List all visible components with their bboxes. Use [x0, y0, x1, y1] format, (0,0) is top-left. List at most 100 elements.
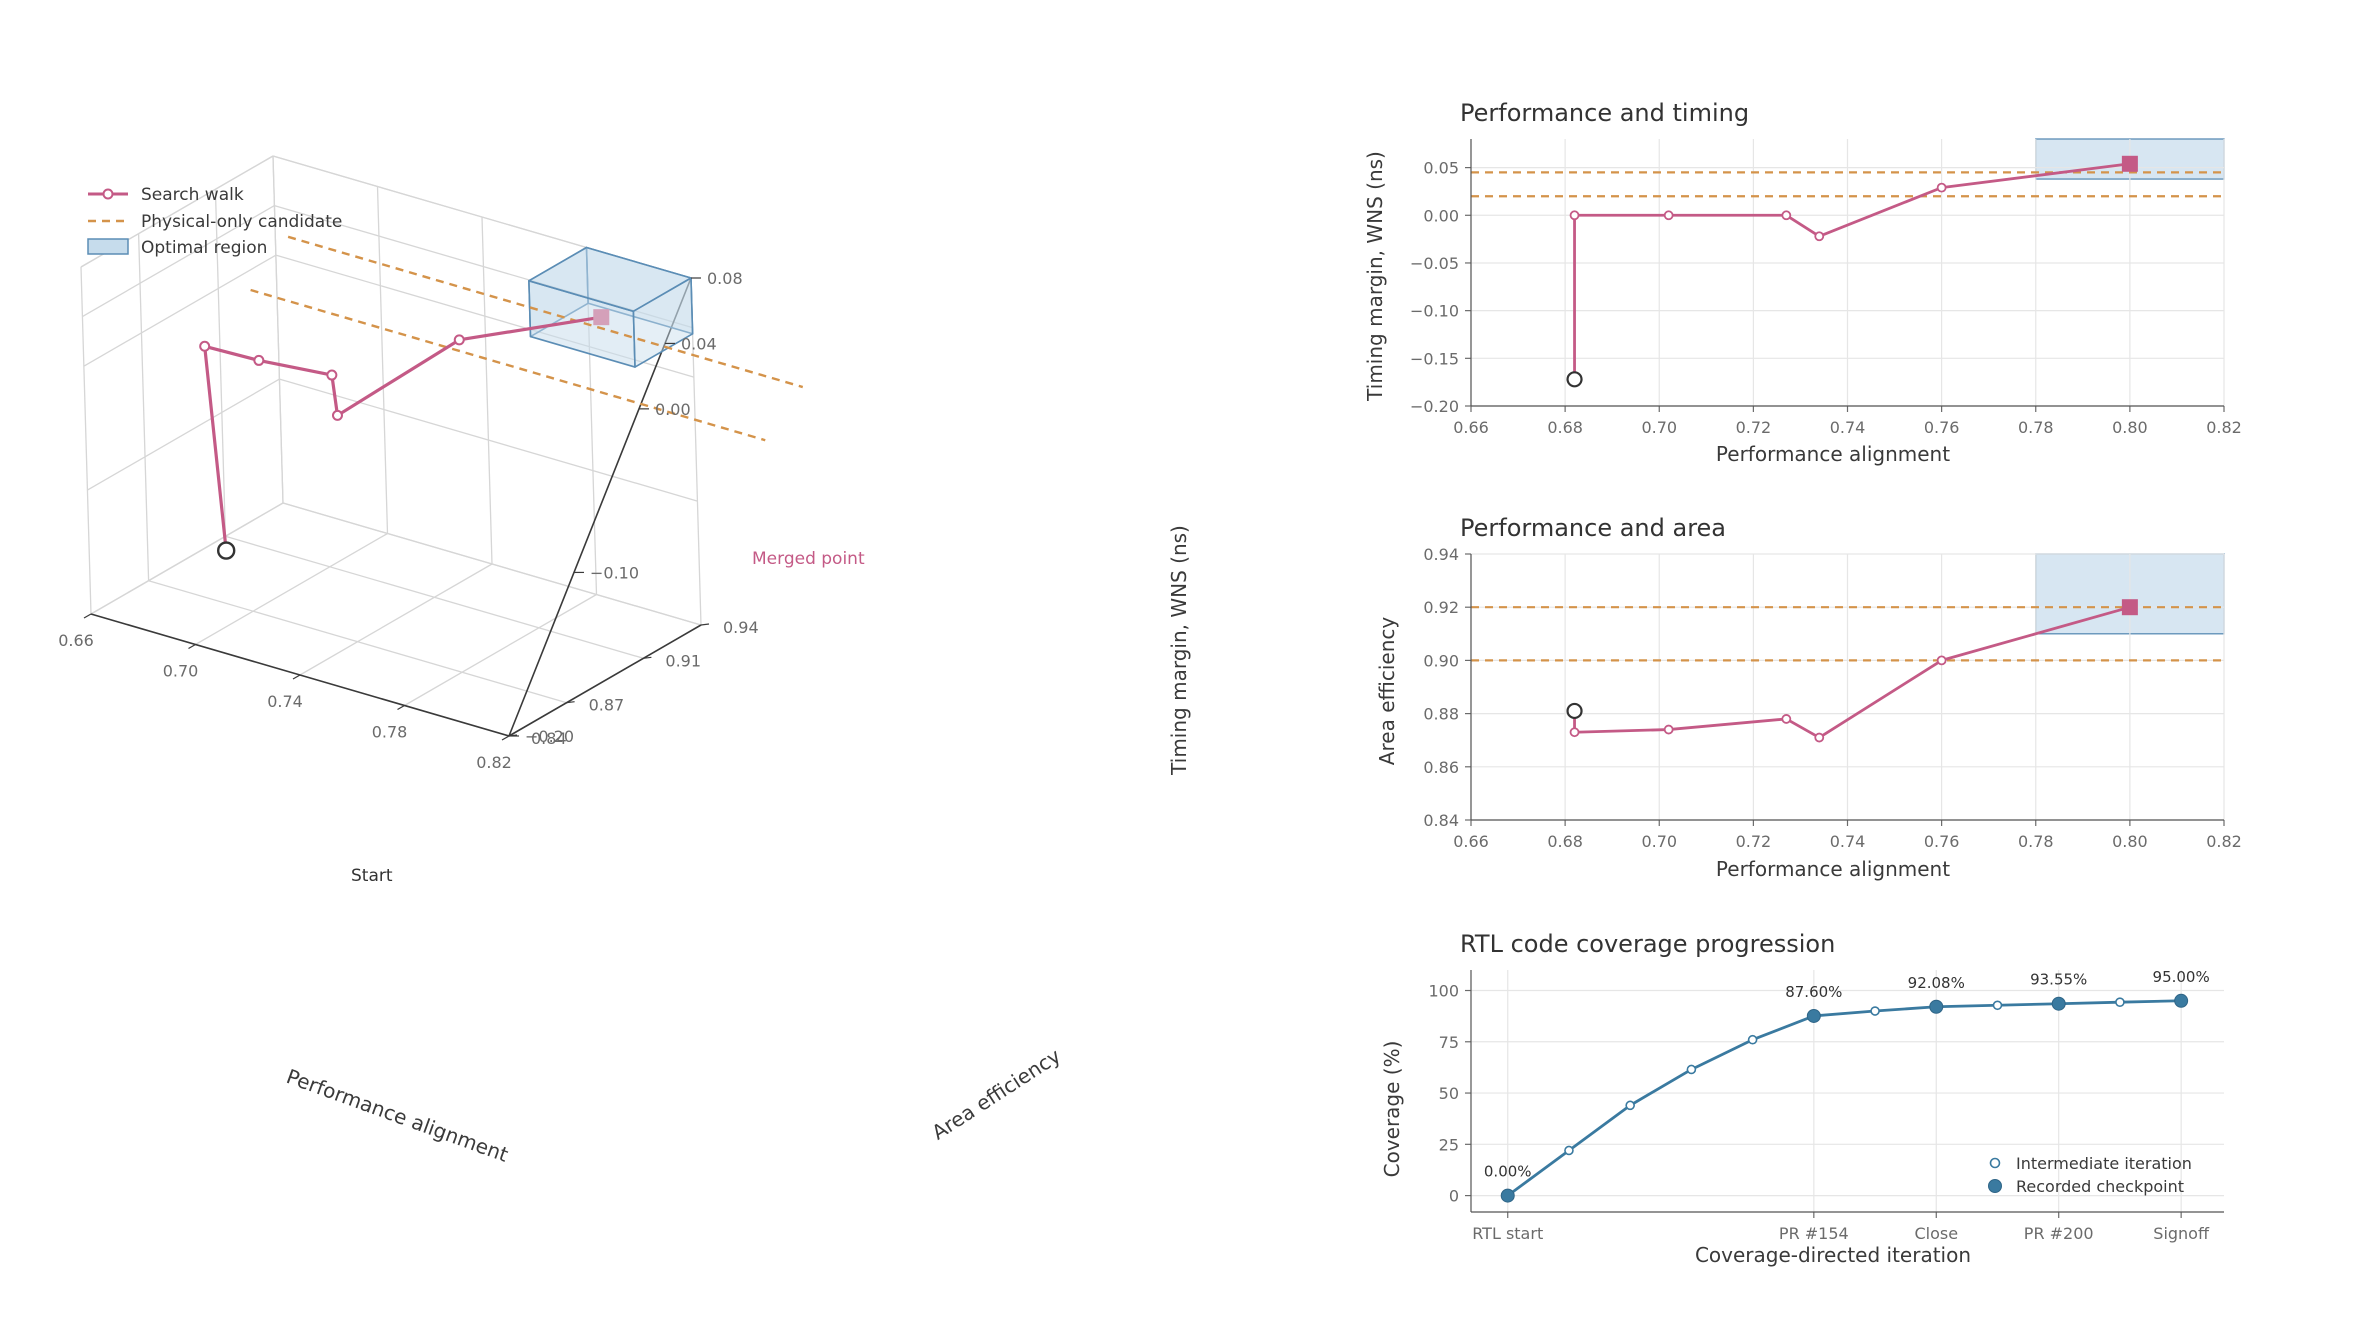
checkpoint-label: 0.00% — [1484, 1163, 1532, 1181]
grid-back-x — [690, 277, 702, 626]
walk-point — [326, 369, 338, 381]
x-tick-mark — [501, 735, 510, 741]
panel-c-axes: RTL start PR #154 Close PR #200 Signoff 100 75… — [1428, 970, 2224, 1243]
legend-label-search-walk: Search walk — [141, 185, 244, 205]
intermediate-marker — [1747, 1034, 1758, 1045]
walk-point — [1936, 655, 1947, 666]
y-tick-label: 100 — [1428, 982, 1459, 1001]
x-tick-label: PR #154 — [1779, 1224, 1849, 1243]
x-tick-label: 0.74 — [1830, 418, 1866, 437]
intermediate-marker — [1870, 1006, 1880, 1016]
z-tick-label: 0.04 — [681, 334, 717, 353]
panel-a-series — [1566, 155, 2138, 388]
grid-floor-y — [225, 535, 644, 659]
panel-3d-ylabel: Area efficiency — [927, 1044, 1065, 1145]
merged-point-annotation: Merged point — [752, 549, 865, 569]
y-tick-mark — [700, 623, 710, 626]
grid-side-z — [87, 378, 280, 491]
panel-b-series — [1566, 599, 2138, 743]
walk-point — [331, 409, 343, 421]
intermediate-marker — [1992, 1000, 2003, 1011]
y-tick-label: 0.87 — [589, 696, 625, 715]
checkpoint-marker — [2051, 996, 2066, 1011]
y-tick-label: −0.10 — [1410, 302, 1459, 321]
x-tick-mark — [292, 674, 301, 680]
y-tick-label: 50 — [1439, 1084, 1459, 1103]
grid-floor-x — [404, 593, 597, 707]
walk-point — [453, 334, 465, 346]
y-tick-label: −0.15 — [1410, 349, 1459, 368]
physical-candidate-line — [287, 235, 804, 389]
panel-performance-timing: Performance and timing 0.66 0.68 0.70 0.72 0… — [1363, 99, 2242, 466]
x-tick-label: 0.80 — [2112, 832, 2148, 851]
z-tick-label: −0.20 — [525, 727, 574, 746]
panel-c-grid — [1471, 970, 2224, 1212]
x-tick-label: 0.66 — [58, 631, 94, 650]
walk-point — [1781, 210, 1792, 221]
grid-back-x — [481, 216, 493, 565]
legend-item-physical: Physical-only candidate — [88, 212, 342, 232]
x-tick-label: 0.82 — [2206, 418, 2242, 437]
intermediate-marker — [1564, 1145, 1574, 1156]
legend-label-optimal: Optimal region — [141, 238, 267, 258]
y-tick-label: 0.91 — [665, 651, 701, 670]
grid-back-x — [376, 186, 389, 534]
y-axis-line — [508, 624, 702, 737]
checkpoint-marker — [2174, 993, 2189, 1008]
panel-b-ylabel: Area efficiency — [1375, 617, 1399, 766]
checkpoint-label: 95.00% — [2153, 968, 2210, 986]
y-tick-label: −0.20 — [1410, 397, 1459, 416]
x-tick-label: 0.78 — [372, 723, 408, 742]
y-tick-label: 0.86 — [1423, 758, 1459, 777]
x-tick-label: 0.70 — [163, 662, 199, 681]
x-tick-label: PR #200 — [2024, 1224, 2094, 1243]
checkpoint-marker — [1806, 1008, 1821, 1023]
x-tick-label: 0.72 — [1736, 418, 1772, 437]
walk-point — [199, 340, 211, 352]
panel-c-series: 0.00% 87.60% 92.08% 93.55% 95.00% — [1484, 968, 2210, 1203]
grid-floor-y — [148, 580, 567, 704]
intermediate-marker — [1625, 1100, 1635, 1111]
x-tick-label: 0.74 — [267, 692, 303, 711]
x-tick-label: 0.82 — [2206, 832, 2242, 851]
panel-b-grid — [1470, 553, 2225, 821]
x-tick-label: 0.68 — [1547, 832, 1583, 851]
grid-back-z — [279, 378, 698, 502]
legend-label-intermediate: Intermediate iteration — [2016, 1154, 2192, 1173]
panel-a-ylabel: Timing margin, WNS (ns) — [1363, 151, 1387, 402]
x-tick-label: 0.74 — [1830, 832, 1866, 851]
x-tick-label: 0.80 — [2112, 418, 2148, 437]
grid-side-z — [83, 254, 277, 367]
merged-point-marker — [593, 309, 610, 326]
legend-item-optimal: Optimal region — [87, 238, 267, 258]
walk-point — [1936, 182, 1947, 193]
grid-side-y — [272, 155, 284, 504]
walk-point — [1569, 727, 1580, 738]
y-tick-label: 0.88 — [1423, 705, 1459, 724]
walk-point — [1781, 714, 1792, 724]
grid-side-y — [214, 189, 227, 537]
y-tick-label: 0.84 — [1423, 811, 1459, 830]
physical-candidate-line — [250, 288, 766, 442]
checkpoint-marker — [1929, 999, 1944, 1014]
panel-c-title: RTL code coverage progression — [1460, 930, 1835, 958]
panel-3d-physical-lines — [250, 235, 804, 442]
panel-3d-ticks: 0.66 0.70 0.74 0.78 0.82 0.84 0.87 0.91 0.94 0.08… — [58, 269, 758, 772]
panel-c-xlabel: Coverage-directed iteration — [1695, 1243, 1971, 1267]
grid-side-z — [82, 205, 275, 318]
checkpoint-marker — [1500, 1188, 1515, 1203]
merged-point-marker — [2121, 155, 2138, 172]
x-tick-label: 0.66 — [1453, 832, 1489, 851]
panel-3d-optimal-region — [528, 246, 694, 368]
walk-point — [253, 354, 265, 366]
search-walk-line — [203, 315, 602, 551]
intermediate-marker — [2115, 997, 2125, 1007]
grid-floor-x — [299, 563, 493, 676]
panel-b-title: Performance and area — [1460, 514, 1726, 542]
legend-marker-checkpoint — [1988, 1179, 2002, 1193]
panel-3d: 0.66 0.70 0.74 0.78 0.82 0.84 0.87 0.91 0.94 0.08… — [58, 155, 1191, 1167]
panel-c-legend: Intermediate iteration Recorded checkpoi… — [1988, 1154, 2192, 1196]
z-tick-label: −0.10 — [590, 563, 639, 582]
